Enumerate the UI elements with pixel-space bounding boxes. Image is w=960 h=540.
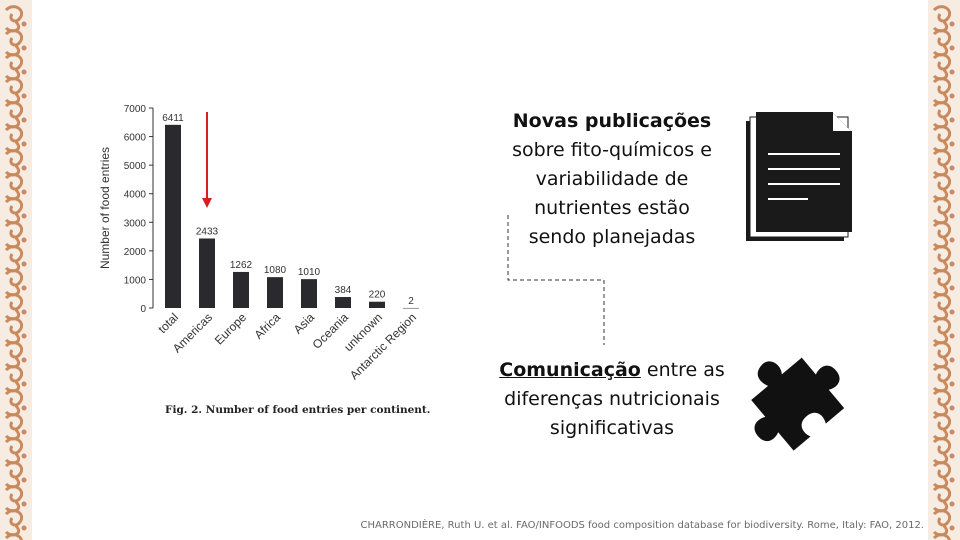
publications-line-4: nutrientes estão (534, 197, 690, 219)
publications-text: Novas publicações sobre fito-químicos e … (494, 107, 730, 252)
x-tick-label: Africa (252, 310, 284, 342)
bar-unknown (369, 301, 385, 308)
border-ornament (932, 365, 955, 393)
border-ornament (932, 245, 955, 273)
publications-line-2: sobre fito-químicos e (512, 139, 712, 161)
figure-caption-label: Fig. 2. (165, 404, 203, 416)
communication-text: Comunicação entre as diferenças nutricio… (494, 356, 730, 443)
publications-line-3: variabilidade de (535, 168, 689, 190)
border-ornament (932, 293, 955, 321)
publications-title: Novas publicações (512, 110, 712, 132)
border-ornament (932, 389, 955, 417)
bar-value-label: 6411 (162, 113, 184, 124)
border-ornament (932, 197, 955, 225)
border-ornament (4, 197, 27, 225)
bar-value-label: 1010 (298, 267, 321, 278)
border-ornament (932, 77, 955, 105)
y-tick-label: 7000 (124, 104, 147, 115)
border-ornament (932, 221, 955, 249)
border-ornament (4, 533, 23, 540)
communication-line-3: significativas (549, 417, 675, 439)
border-ornament (932, 125, 955, 153)
border-ornament (4, 293, 27, 321)
bar-asia (301, 279, 317, 308)
bar-value-label: 1080 (264, 265, 287, 276)
border-ornament (4, 101, 27, 129)
border-ornament (932, 485, 955, 513)
y-tick-label: 1000 (124, 275, 147, 286)
border-ornament (4, 245, 27, 273)
decorative-border-right (928, 0, 960, 540)
border-ornament (932, 101, 955, 129)
communication-bold: Comunicação (499, 359, 641, 381)
y-tick-label: 5000 (124, 161, 147, 172)
border-ornament (932, 269, 955, 297)
y-axis-label: Number of food entries (98, 147, 112, 269)
x-tick-label: Asia (291, 310, 318, 337)
bar-value-label: 384 (335, 285, 352, 296)
border-ornament (4, 53, 27, 81)
bar-chart-svg: 0 1000 2000 3000 4000 5000 6000 7000 Number of f… (98, 104, 419, 382)
bar-oceania (335, 297, 351, 308)
border-ornament (4, 413, 27, 441)
bar-value-label: 220 (369, 290, 386, 301)
bar-antarctic-region (403, 307, 419, 309)
bar-total (165, 124, 181, 308)
bar-americas (199, 238, 215, 308)
border-ornament (4, 341, 27, 369)
y-tick-label: 2000 (124, 247, 147, 258)
annotation-arrow-head (202, 198, 212, 208)
citation: CHARRONDIÈRE, Ruth U. et al. FAO/INFOODS… (360, 520, 925, 531)
border-ornament (4, 149, 27, 177)
border-ornament (4, 317, 27, 345)
border-ornament (932, 53, 955, 81)
y-tick-label: 3000 (124, 218, 147, 229)
border-ornament (4, 461, 27, 489)
communication-rest: entre as (640, 359, 725, 381)
border-ornament (932, 461, 955, 489)
publications-line-5: sendo planejadas (528, 226, 696, 248)
border-ornament (4, 509, 27, 537)
y-tick-label: 4000 (124, 190, 147, 201)
border-ornament (932, 29, 955, 57)
bar-chart: 0 1000 2000 3000 4000 5000 6000 7000 Number of f… (95, 98, 440, 423)
border-ornament (932, 341, 955, 369)
border-ornament (4, 173, 27, 201)
bar-africa (267, 277, 283, 308)
x-tick-label: Europe (212, 310, 249, 347)
document-icon (744, 108, 856, 248)
border-ornament (4, 269, 27, 297)
bar-value-label: 1262 (230, 260, 253, 271)
decorative-border-left (0, 0, 32, 540)
border-ornament (932, 533, 951, 540)
communication-line-1: Comunicação entre as (494, 356, 730, 385)
bar-europe (233, 271, 249, 308)
border-ornament (4, 365, 27, 393)
border-ornament (932, 317, 955, 345)
border-ornament (932, 5, 955, 33)
border-ornament (932, 149, 955, 177)
border-ornament (4, 5, 27, 33)
figure-caption-text: Number of food entries per continent. (205, 404, 431, 416)
x-tick-label: total (155, 310, 181, 336)
puzzle-piece-icon (735, 335, 857, 467)
bar-value-label: 2 (408, 296, 414, 307)
border-ornament (932, 509, 955, 537)
border-ornament (4, 221, 27, 249)
border-ornament (4, 77, 27, 105)
figure-caption: Fig. 2. Number of food entries per conti… (165, 404, 430, 416)
border-ornament (4, 29, 27, 57)
border-ornament (932, 413, 955, 441)
border-ornament (4, 389, 27, 417)
y-tick-label: 0 (140, 304, 146, 315)
communication-line-2: diferenças nutricionais (504, 388, 720, 410)
border-ornament (932, 437, 955, 465)
border-ornament (932, 173, 955, 201)
bar-value-label: 2433 (196, 226, 219, 237)
border-ornament (4, 485, 27, 513)
y-tick-label: 6000 (124, 133, 147, 144)
border-ornament (4, 437, 27, 465)
border-ornament (4, 125, 27, 153)
